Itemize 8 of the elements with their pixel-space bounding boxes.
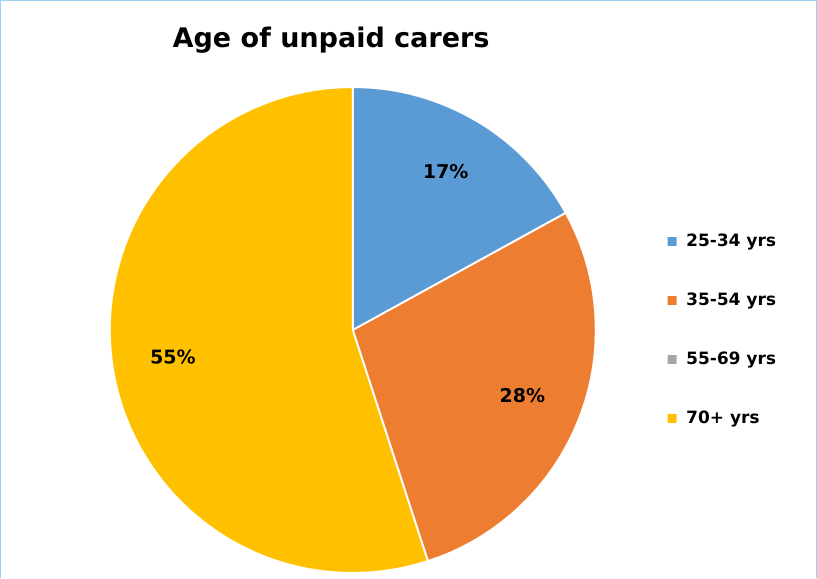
legend-label: 35-54 yrs [686,290,776,310]
chart-title: Age of unpaid carers [172,23,490,54]
legend-label: 70+ yrs [686,408,760,428]
data-label: 28% [500,385,546,408]
data-label: 55% [150,346,196,368]
legend-label: 55-69 yrs [686,348,776,369]
data-label: 17% [422,161,468,184]
legend-label: 25-34 yrs [686,230,776,251]
